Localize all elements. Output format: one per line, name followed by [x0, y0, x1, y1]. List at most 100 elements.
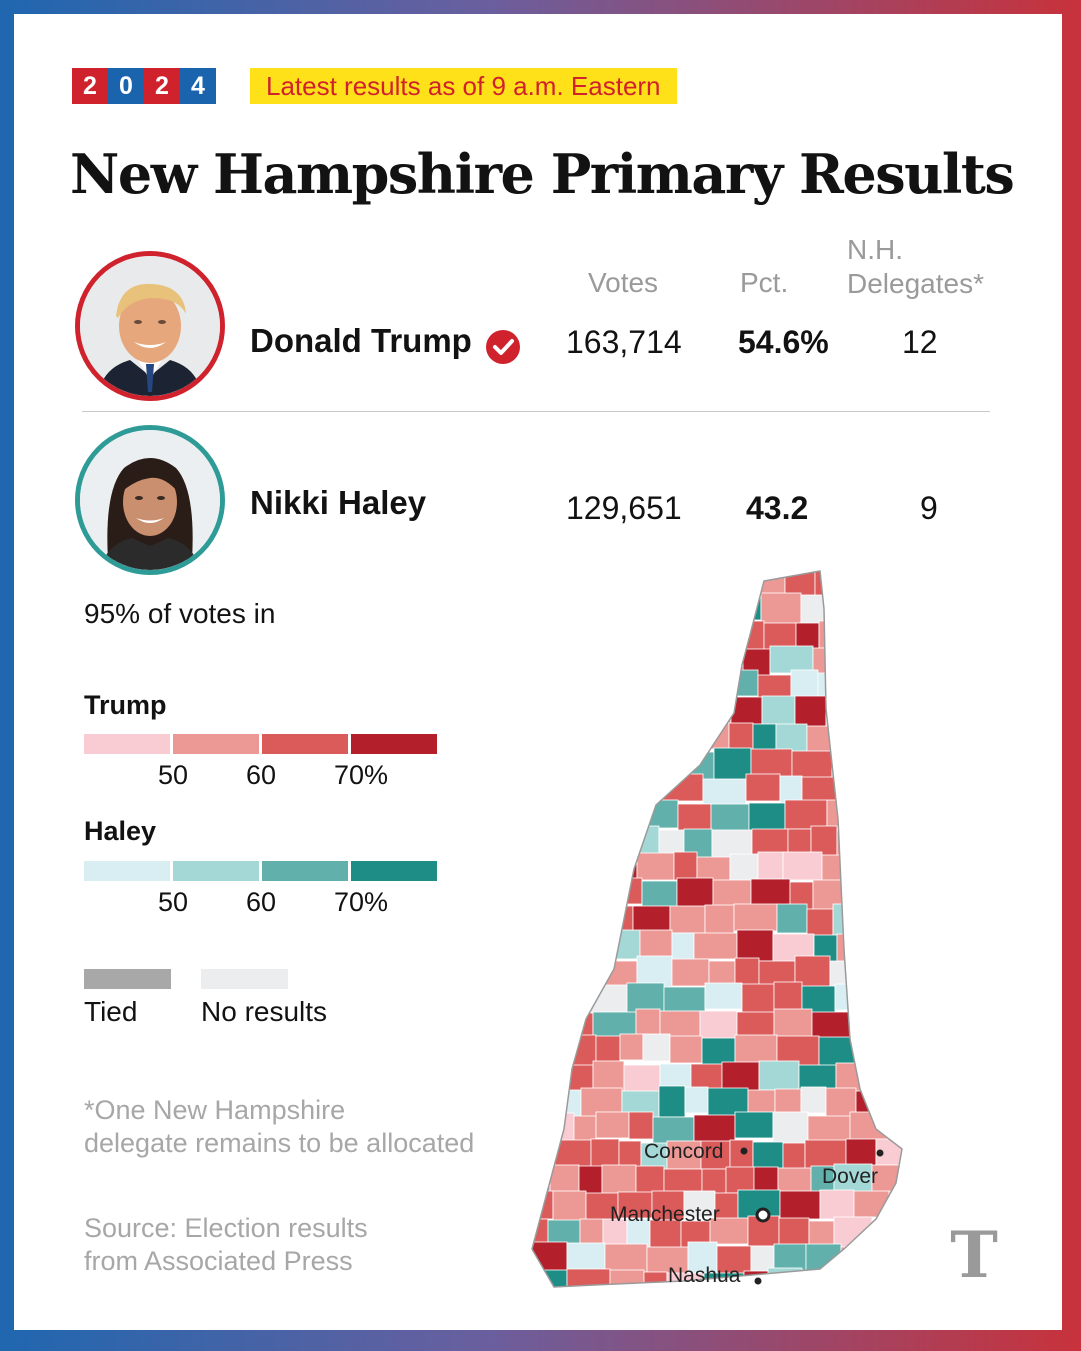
legend-trump-title: Trump	[84, 690, 167, 720]
legend-tick: 70%	[334, 760, 389, 790]
town-cell	[619, 1033, 644, 1061]
town-cell	[888, 1190, 902, 1218]
town-cell	[681, 672, 708, 706]
town-cell	[881, 801, 902, 831]
page-title: New Hampshire Primary Results	[70, 142, 1015, 206]
update-banner: Latest results as of 9 a.m. Eastern	[250, 68, 677, 104]
town-cell	[750, 748, 793, 778]
town-cell	[552, 1190, 587, 1225]
town-cell	[644, 622, 674, 655]
town-cell	[639, 929, 673, 961]
legend-trump-ticks: 50 60 70%	[84, 760, 444, 794]
legend-tick: 70%	[334, 887, 389, 917]
town-cell	[652, 722, 677, 750]
trump-votes: 163,714	[566, 324, 682, 360]
town-cell	[557, 646, 601, 678]
delegates-column-header: N.H. Delegates*	[847, 233, 984, 301]
town-cell	[596, 827, 638, 856]
town-cell	[532, 751, 550, 779]
town-cell	[730, 1298, 757, 1299]
town-cell	[910, 1034, 924, 1065]
trump-pct: 54.6%	[738, 324, 829, 360]
town-cell	[866, 1242, 902, 1274]
town-cell	[916, 749, 924, 782]
town-cell	[914, 934, 924, 963]
town-cell	[585, 749, 629, 782]
town-cells	[532, 569, 924, 1299]
town-cell	[644, 696, 672, 724]
town-cell	[872, 645, 902, 679]
town-cell	[614, 674, 655, 705]
town-cell	[885, 1033, 902, 1067]
town-cell	[761, 695, 796, 727]
town-cell	[550, 1112, 575, 1145]
town-cell	[556, 959, 596, 988]
town-cell	[860, 750, 895, 780]
town-cell	[532, 1061, 556, 1089]
town-cell	[548, 747, 587, 777]
town-cell	[704, 982, 743, 1010]
town-cell	[532, 799, 550, 831]
town-cell	[548, 622, 574, 654]
town-cell	[923, 646, 924, 674]
legend-trump-ramp	[84, 734, 437, 754]
trump-portrait-icon	[80, 256, 220, 396]
town-cell	[635, 1165, 665, 1196]
legend-tick: 50	[158, 887, 189, 917]
town-cell	[676, 648, 709, 680]
town-cell	[917, 1195, 924, 1224]
town-cell	[613, 929, 641, 960]
town-cell	[779, 1190, 821, 1220]
town-cell	[622, 777, 661, 809]
town-cell	[605, 571, 642, 594]
state-outline	[531, 570, 903, 1288]
source-note: Source: Election results from Associated…	[84, 1212, 524, 1278]
town-cell	[583, 773, 624, 801]
town-cell	[800, 594, 838, 626]
town-cell	[836, 830, 873, 858]
town-cell	[548, 800, 588, 830]
town-cell	[675, 723, 708, 754]
town-cell	[760, 592, 802, 627]
town-cell	[666, 1140, 702, 1170]
town-cell	[837, 776, 879, 809]
town-cell	[675, 1296, 704, 1299]
town-cell	[673, 851, 698, 881]
year-digit: 2	[72, 68, 108, 104]
town-cell	[903, 1166, 924, 1196]
town-cell	[900, 643, 902, 674]
town-cell	[549, 1164, 580, 1194]
town-cell	[910, 569, 924, 593]
town-cell	[566, 986, 591, 1014]
city-label-dover: Dover	[822, 1165, 878, 1188]
town-cell	[921, 985, 924, 1012]
town-cell	[586, 804, 615, 839]
city-label-manchester: Manchester	[610, 1203, 720, 1226]
town-cell	[532, 851, 560, 884]
town-cell	[747, 571, 786, 596]
votes-column-header: Votes	[588, 267, 659, 298]
town-cell	[684, 1086, 709, 1114]
town-cell	[555, 695, 579, 725]
pct-column-header: Pct.	[740, 267, 789, 298]
town-cell	[585, 674, 616, 702]
town-cell	[694, 571, 718, 599]
town-cell	[915, 1220, 924, 1253]
town-cell	[831, 751, 862, 779]
town-cell	[659, 773, 704, 802]
town-cell	[617, 1191, 653, 1219]
legend-tied-label: Tied	[84, 996, 138, 1027]
town-cell	[878, 670, 902, 702]
legend-swatch	[173, 861, 259, 881]
town-cell	[636, 647, 678, 675]
city-marker	[755, 1207, 771, 1223]
town-cell	[623, 1064, 661, 1095]
town-cell	[546, 1089, 582, 1121]
legend-swatch	[351, 734, 437, 754]
town-cell	[877, 774, 902, 805]
town-cell	[827, 1270, 868, 1287]
town-cell	[725, 1166, 755, 1194]
town-cell	[595, 1111, 630, 1139]
town-cell	[658, 1085, 686, 1118]
town-cell	[653, 670, 683, 703]
